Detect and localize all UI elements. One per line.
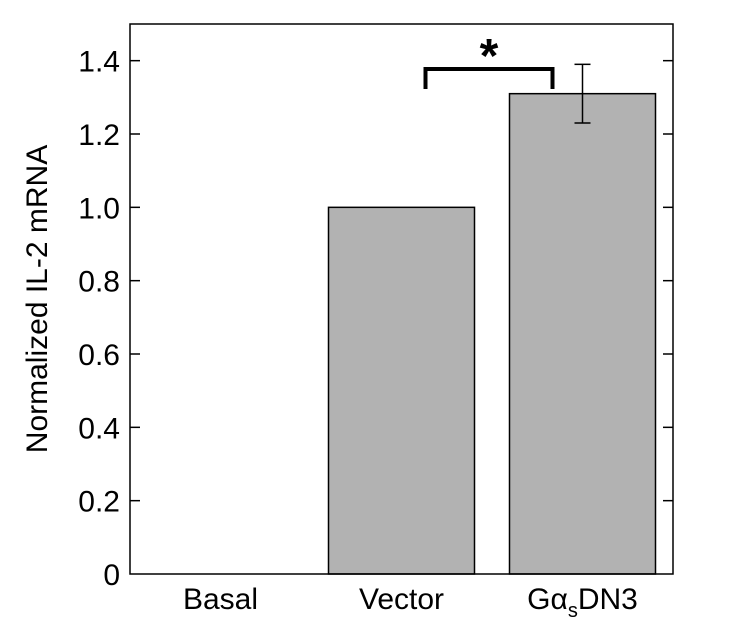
x-label-greek: α (550, 583, 567, 616)
x-label-main: G (527, 583, 550, 616)
y-tick-label: 0.6 (78, 339, 120, 372)
significance-bracket (423, 67, 555, 89)
y-tick-label: 0.4 (78, 412, 120, 445)
x-category-label: GαsDN3 (527, 583, 638, 622)
y-tick-label: 0.2 (78, 486, 120, 519)
bar (327, 206, 476, 575)
plot-frame (129, 23, 674, 575)
y-tick-label: 1.2 (78, 119, 120, 152)
x-label-main: Basal (183, 583, 258, 616)
significance-star: * (480, 30, 499, 83)
y-tick-label: 0.8 (78, 266, 120, 299)
y-tick-label: 1.0 (78, 192, 120, 225)
bar (508, 92, 657, 575)
bars (327, 92, 657, 575)
y-ticks (130, 59, 673, 502)
x-category-label: Vector (359, 583, 444, 616)
x-category-label: Basal (183, 583, 258, 616)
x-category-labels: Basal Vector GαsDN3 (183, 583, 638, 622)
y-tick-label: 1.4 (78, 46, 120, 79)
y-tick-label: 0 (103, 559, 120, 592)
y-axis-title: Normalized IL-2 mRNA (21, 145, 54, 453)
x-label-tail: DN3 (578, 583, 638, 616)
y-tick-labels: 0 0.2 0.4 0.6 0.8 1.0 1.2 1.4 (78, 46, 120, 592)
significance-annotation: * (423, 30, 555, 89)
x-label-subscript: s (568, 600, 578, 622)
x-label-main: Vector (359, 583, 444, 616)
error-bars (574, 63, 591, 124)
